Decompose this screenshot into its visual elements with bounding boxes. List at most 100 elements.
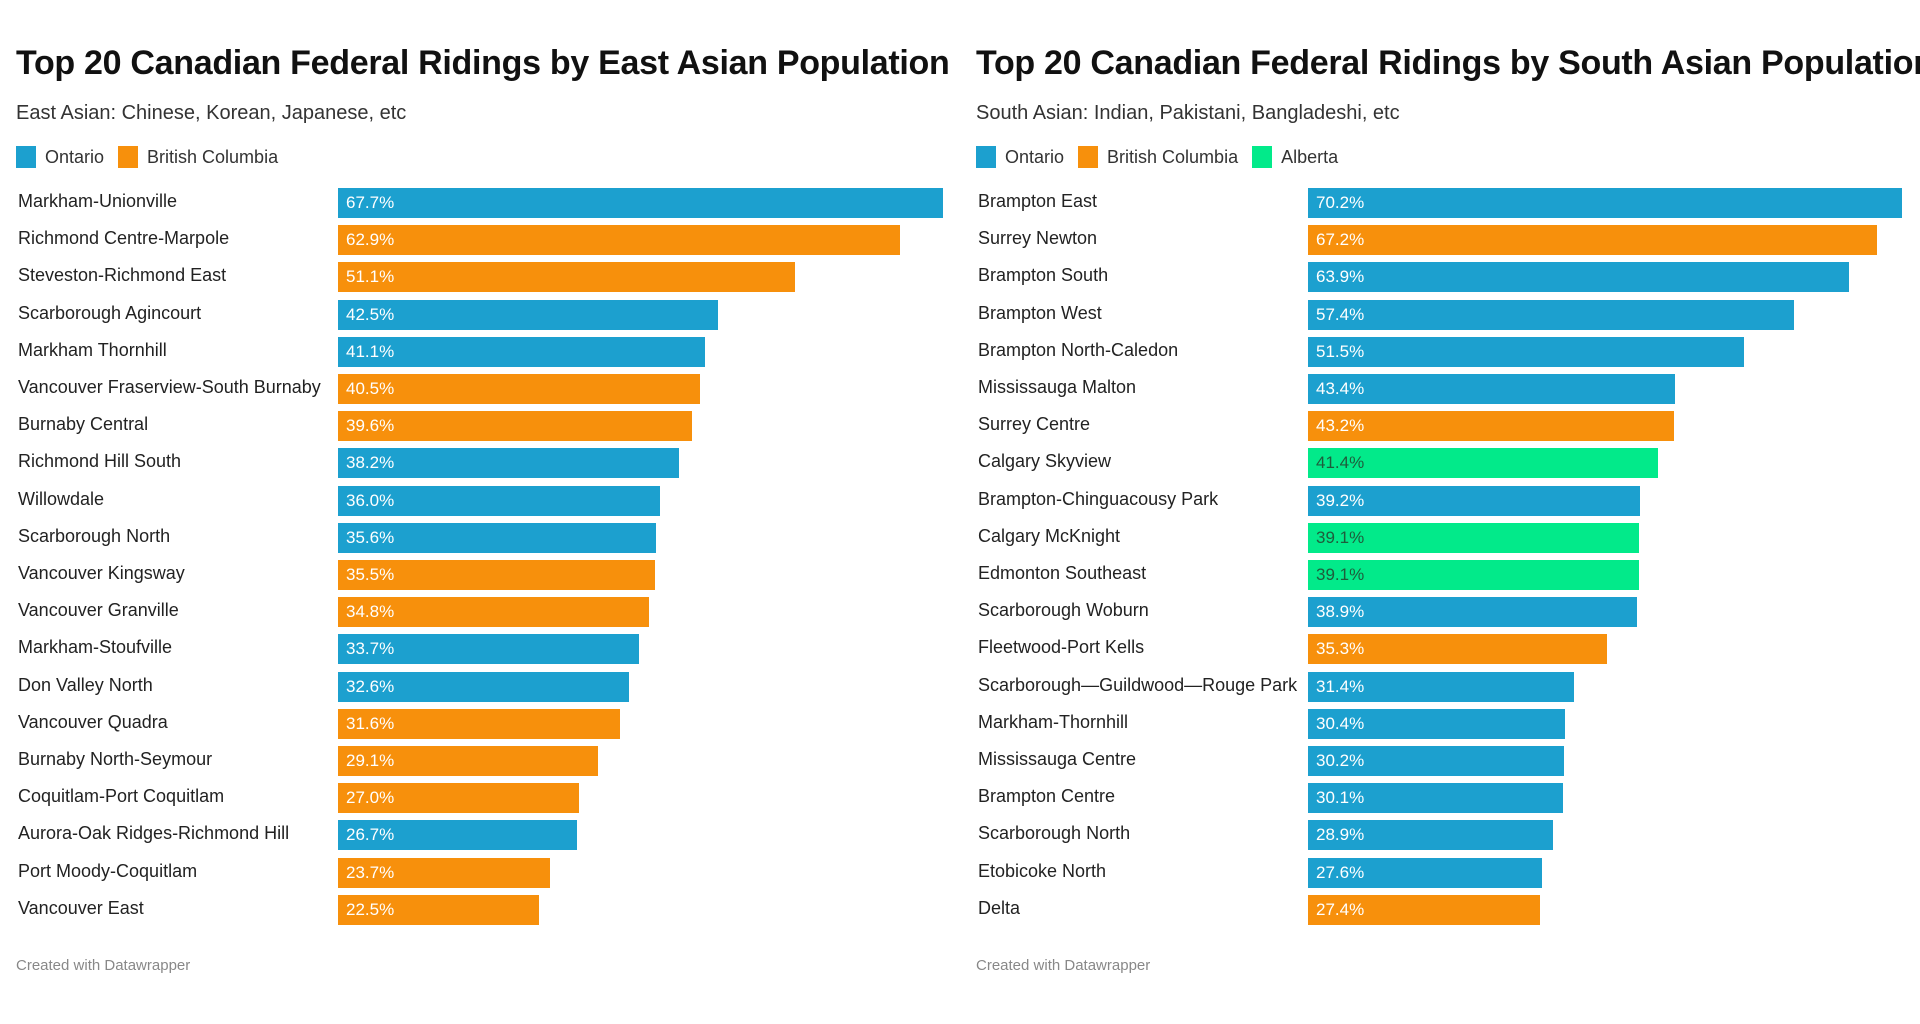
bar: 38.9% <box>1308 597 1638 628</box>
bar-row: Fleetwood-Port Kells 35.3% <box>976 634 1916 665</box>
category-label: Willowdale <box>18 488 105 509</box>
value-label: 35.3% <box>1316 639 1365 659</box>
bar: 63.9% <box>1308 262 1849 293</box>
bar: 57.4% <box>1308 299 1794 330</box>
category-label: Markham Thornhill <box>18 339 167 360</box>
category-label: Brampton East <box>978 191 1098 211</box>
bar: 39.1% <box>1308 522 1639 553</box>
bar-row: Vancouver Kingsway 35.5% <box>16 560 956 590</box>
bar: 27.0% <box>338 783 580 814</box>
legend-item: British Columbia <box>118 146 278 168</box>
east-asian-chart: Top 20 Canadian Federal Ridings by East … <box>16 0 956 1024</box>
category-label: Vancouver Granville <box>18 600 179 621</box>
chart-title: Top 20 Canadian Federal Ridings by South… <box>976 44 1920 82</box>
value-label: 31.4% <box>1316 676 1365 696</box>
category-label: Vancouver Quadra <box>18 711 168 732</box>
footer-credit: Created with Datawrapper <box>976 957 1151 974</box>
category-label: Aurora-Oak Ridges-Richmond Hill <box>18 823 290 844</box>
category-label: Richmond Hill South <box>18 451 182 472</box>
legend: Ontario British Columbia Alberta <box>976 146 1338 168</box>
bar-row: Markham Thornhill 41.1% <box>16 336 956 367</box>
category-label: Calgary Skyview <box>978 451 1112 472</box>
value-label: 38.9% <box>1316 602 1365 622</box>
bar: 29.1% <box>338 746 599 776</box>
value-label: 51.1% <box>346 267 395 287</box>
bar: 38.2% <box>338 448 680 479</box>
value-label: 70.2% <box>1316 193 1365 212</box>
legend-item: Ontario <box>16 146 104 168</box>
value-label: 30.2% <box>1316 751 1365 770</box>
category-label: Burnaby North-Seymour <box>18 749 213 769</box>
category-label: Brampton-Chinguacousy Park <box>978 488 1219 509</box>
value-label: 23.7% <box>346 862 395 882</box>
legend-label: Ontario <box>45 146 105 167</box>
value-label: 27.4% <box>1316 899 1365 919</box>
value-label: 43.2% <box>1316 416 1365 436</box>
category-label: Coquitlam-Port Coquitlam <box>18 786 225 807</box>
legend-item: Alberta <box>1252 146 1338 168</box>
bar-row: Delta 27.4% <box>976 894 1916 925</box>
value-label: 39.2% <box>1316 490 1365 510</box>
bar-row: Willowdale 36.0% <box>16 485 956 516</box>
category-label: Brampton South <box>978 265 1109 286</box>
value-label: 43.4% <box>1316 379 1365 398</box>
bar: 33.7% <box>338 634 640 665</box>
value-label: 39.6% <box>346 416 395 436</box>
bar-row: Burnaby Central 39.6% <box>16 411 956 442</box>
bar: 35.3% <box>1308 634 1607 665</box>
bar-row: Port Moody-Coquitlam 23.7% <box>16 857 956 888</box>
value-label: 30.4% <box>1316 713 1365 733</box>
value-label: 67.7% <box>346 193 395 212</box>
legend-swatch <box>1252 146 1273 168</box>
value-label: 67.2% <box>1316 230 1365 250</box>
bar-row: Richmond Centre-Marpole 62.9% <box>16 225 956 256</box>
bar: 43.4% <box>1308 374 1676 404</box>
value-label: 41.1% <box>346 341 395 361</box>
bar-row: Vancouver Quadra 31.6% <box>16 708 956 739</box>
bar-row: Richmond Hill South 38.2% <box>16 448 956 479</box>
category-label: Scarborough Woburn <box>978 600 1149 621</box>
value-label: 62.9% <box>346 230 395 250</box>
bar-row: Brampton West 57.4% <box>976 299 1916 330</box>
bar: 67.7% <box>338 188 943 218</box>
bar: 39.1% <box>1308 560 1639 590</box>
category-label: Don Valley North <box>18 674 153 695</box>
category-label: Burnaby Central <box>18 414 149 435</box>
bar: 51.1% <box>338 262 795 293</box>
category-label: Scarborough North <box>978 823 1131 844</box>
bar: 30.4% <box>1308 708 1566 739</box>
legend-swatch <box>976 146 996 168</box>
category-label: Surrey Centre <box>978 414 1091 435</box>
bar: 40.5% <box>338 374 700 404</box>
value-label: 39.1% <box>1316 527 1365 547</box>
value-label: 35.5% <box>346 565 395 584</box>
bar: 31.4% <box>1308 671 1574 702</box>
value-label: 28.9% <box>1316 825 1365 845</box>
bar-row: Markham-Unionville 67.7% <box>16 188 956 218</box>
bar: 32.6% <box>338 671 630 702</box>
category-label: Brampton West <box>978 302 1102 323</box>
bar-row: Edmonton Southeast 39.1% <box>976 560 1916 590</box>
bar: 39.2% <box>1308 485 1640 516</box>
legend: Ontario British Columbia <box>16 146 278 168</box>
bar: 26.7% <box>338 820 577 851</box>
bar: 30.1% <box>1308 783 1563 814</box>
bar: 41.4% <box>1308 448 1659 479</box>
value-label: 51.5% <box>1316 341 1365 361</box>
bar: 27.4% <box>1308 894 1540 925</box>
bar: 41.1% <box>338 336 706 367</box>
bar: 27.6% <box>1308 857 1542 888</box>
bar: 70.2% <box>1308 188 1902 218</box>
category-label: Markham-Thornhill <box>978 711 1129 732</box>
value-label: 22.5% <box>346 899 395 919</box>
legend-swatch <box>16 146 36 168</box>
category-label: Richmond Centre-Marpole <box>18 228 230 249</box>
bar: 28.9% <box>1308 820 1553 851</box>
bar-row: Markham-Thornhill 30.4% <box>976 708 1916 739</box>
value-label: 36.0% <box>346 490 395 510</box>
category-label: Port Moody-Coquitlam <box>18 860 198 881</box>
bar-row: Steveston-Richmond East 51.1% <box>16 262 956 293</box>
bar-row: Scarborough North 28.9% <box>976 820 1916 851</box>
category-label: Steveston-Richmond East <box>18 265 227 286</box>
bar: 62.9% <box>338 225 901 256</box>
